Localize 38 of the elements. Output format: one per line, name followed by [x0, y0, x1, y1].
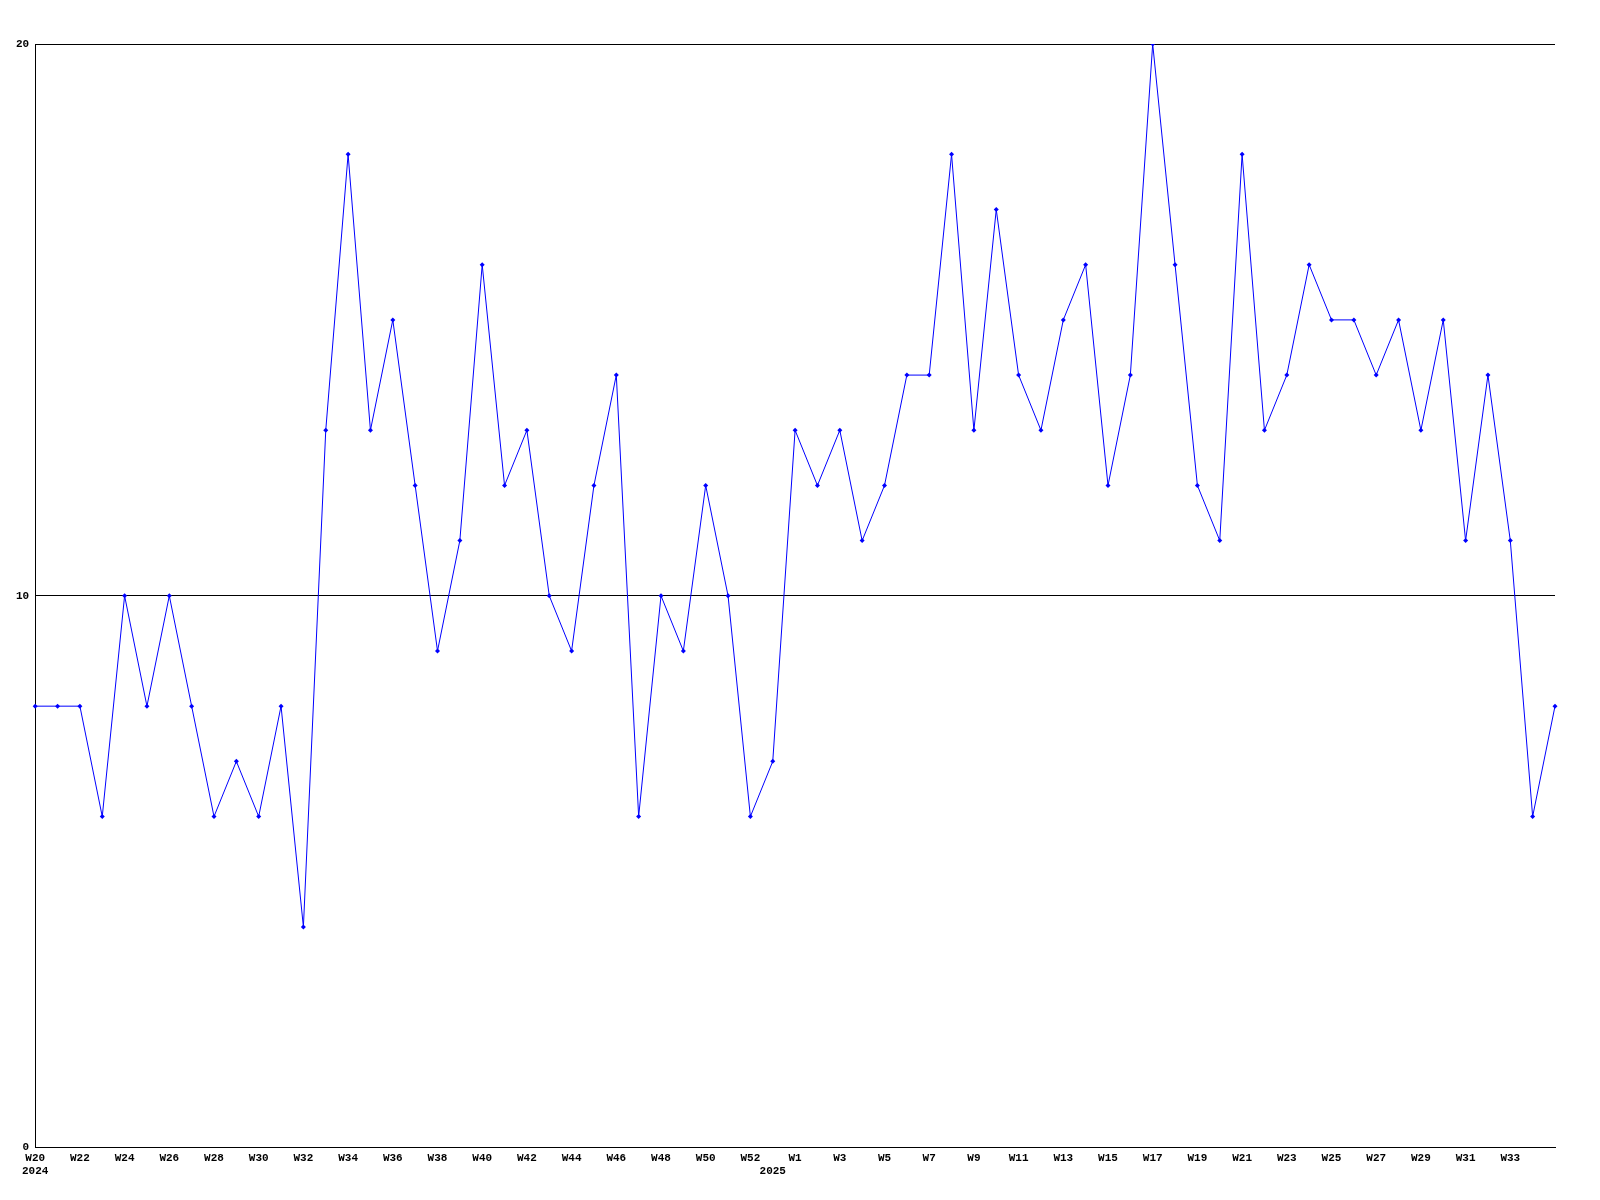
x-tick-label: W46 — [606, 1151, 627, 1164]
x-tick-label: 2025 — [759, 1165, 787, 1178]
x-tick-label: W42 — [517, 1151, 537, 1164]
x-tick-label: W3 — [833, 1151, 847, 1164]
x-tick-label: W36 — [382, 1151, 403, 1164]
x-tick-label: W26 — [159, 1151, 180, 1164]
x-tick-label: W20 2024 — [22, 1151, 49, 1178]
x-tick-label: W52 — [740, 1151, 761, 1164]
x-tick-label: W23 — [1276, 1151, 1298, 1164]
x-tick-label: W19 — [1187, 1151, 1208, 1164]
x-tick-label: W33 — [1500, 1151, 1521, 1164]
x-tick-label: W27 — [1366, 1151, 1387, 1164]
x-tick-label: W5 — [877, 1151, 892, 1164]
x-tick-label: W44 — [561, 1151, 582, 1164]
x-tick-label: W29 — [1410, 1151, 1431, 1164]
x-tick-label: W15 — [1098, 1151, 1119, 1164]
x-tick-label: W32 — [293, 1151, 314, 1164]
x-tick-label: W48 — [651, 1151, 672, 1164]
x-tick-label: W17 — [1142, 1151, 1163, 1164]
x-tick-label: W21 — [1232, 1151, 1253, 1164]
x-tick-label: W38 — [427, 1151, 448, 1164]
y-tick-label: 20 — [16, 37, 30, 50]
x-tick-label: W31 — [1455, 1151, 1476, 1164]
y-tick-label: 0 — [22, 1141, 30, 1154]
x-tick-label: W13 — [1053, 1151, 1074, 1164]
x-tick-label: W28 — [204, 1151, 225, 1164]
x-tick-label: W7 — [922, 1151, 936, 1164]
x-tick-label: W24 — [114, 1151, 135, 1164]
x-tick-label: W9 — [967, 1151, 981, 1164]
x-tick-label: W30 — [248, 1151, 269, 1164]
x-tick-label: W1 — [788, 1151, 803, 1164]
x-tick-label: W34 — [338, 1151, 359, 1164]
x-tick-label: W11 — [1008, 1151, 1029, 1164]
x-tick-label: W25 — [1321, 1151, 1342, 1164]
x-tick-label: W22 — [70, 1151, 90, 1164]
x-tick-label: W40 — [472, 1151, 493, 1164]
y-tick-label: 10 — [16, 589, 30, 602]
x-tick-label: W50 — [695, 1151, 716, 1164]
